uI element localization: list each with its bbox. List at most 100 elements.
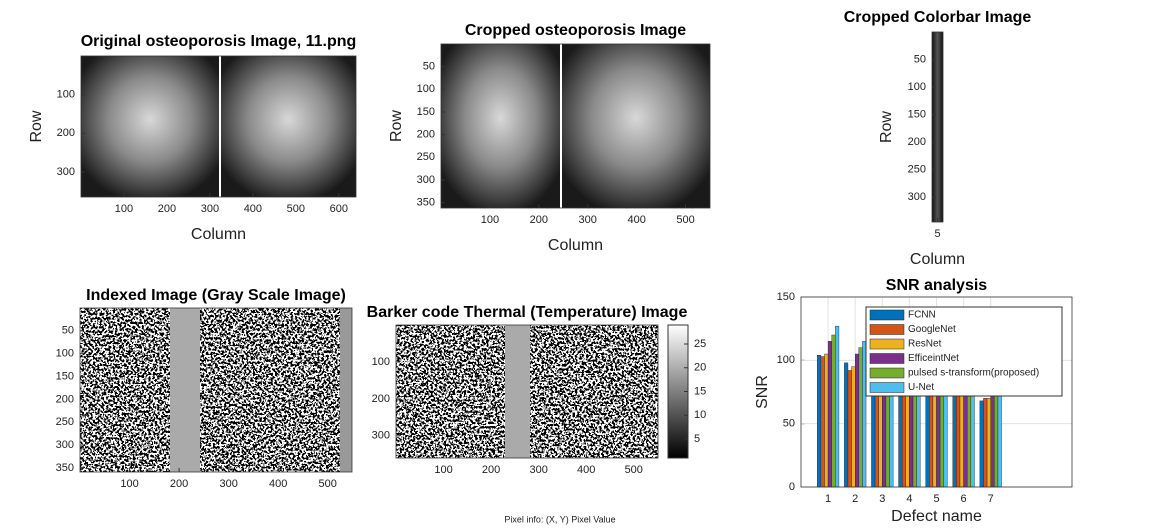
- xray-left: [441, 44, 560, 208]
- bar: [858, 347, 863, 488]
- bar: [820, 356, 825, 488]
- image-art: [80, 32, 943, 472]
- strip: [932, 32, 943, 222]
- colorbar-tick-label: 25: [694, 338, 706, 350]
- gray-band: [340, 308, 352, 472]
- x-tick-label: 500: [625, 464, 643, 476]
- x-tick-label: 500: [287, 203, 305, 215]
- x-tick-label: 6: [961, 493, 967, 505]
- x-tick-label: 100: [120, 478, 138, 490]
- bar: [997, 390, 1002, 488]
- axes-frame: [80, 55, 357, 198]
- bar: [824, 353, 829, 488]
- legend-label: EfficeintNet: [908, 353, 959, 364]
- y-tick-label: 150: [56, 370, 74, 382]
- y-tick-label: 200: [372, 393, 390, 405]
- axes-frame: [931, 31, 944, 223]
- bar: [952, 388, 957, 488]
- y-tick-label: 50: [914, 53, 926, 65]
- bar: [932, 384, 937, 488]
- bar: [901, 388, 906, 488]
- bar: [827, 341, 832, 488]
- legend-swatch: [869, 324, 905, 335]
- y-tick-label: 100: [777, 354, 795, 366]
- y-tick-label: 0: [789, 481, 795, 493]
- x-tick-label: 1: [825, 493, 831, 505]
- bar: [817, 355, 822, 488]
- y-tick-label: 350: [56, 462, 74, 474]
- x-tick-label: 300: [529, 464, 547, 476]
- x-tick-label: 100: [481, 214, 499, 226]
- x-tick-label: 300: [219, 478, 237, 490]
- y-tick-label: 300: [56, 439, 74, 451]
- bar: [956, 390, 961, 488]
- y-axis-label: Row: [878, 111, 895, 143]
- y-tick-label: 300: [372, 430, 390, 442]
- bar: [844, 362, 849, 488]
- axes-frame: [440, 43, 711, 209]
- x-tick-label: 400: [627, 214, 645, 226]
- y-axis-label: Row: [28, 110, 45, 142]
- x-axis-label: Column: [548, 237, 603, 254]
- bar: [994, 391, 999, 488]
- x-tick-label: 200: [158, 203, 176, 215]
- gray-band: [170, 308, 200, 472]
- colorbar-tick-label: 20: [694, 362, 706, 374]
- legend-swatch: [869, 338, 905, 350]
- legend-swatch: [869, 309, 905, 321]
- y-tick-label: 150: [908, 109, 926, 121]
- x-tick-label: 4: [906, 493, 912, 505]
- axes-frame: [800, 296, 1073, 488]
- y-tick-label: 100: [417, 83, 435, 95]
- legend-label: GoogleNet: [908, 324, 956, 335]
- y-tick-label: 200: [56, 393, 74, 405]
- x-tick-label: 3: [879, 493, 885, 505]
- y-tick-label: 350: [417, 196, 435, 208]
- gray-band: [505, 325, 530, 458]
- colorbar-tick-label: 15: [694, 385, 706, 397]
- x-axis-label: Defect name: [891, 508, 982, 525]
- legend-label: U-Net: [908, 382, 934, 393]
- y-axis-label: SNR: [754, 375, 771, 409]
- x-tick-label: 2: [852, 493, 858, 505]
- legend-label: ResNet: [908, 339, 942, 350]
- bar: [983, 398, 988, 488]
- x-tick-label: 400: [577, 464, 595, 476]
- x-axis-label: Column: [910, 251, 965, 268]
- y-tick-label: 50: [783, 418, 795, 430]
- bar: [847, 370, 852, 488]
- x-tick-label: 100: [115, 203, 133, 215]
- chart-title: Barker code Thermal (Temperature) Image: [367, 304, 688, 321]
- xray-right: [562, 44, 710, 208]
- x-tick-label: 500: [319, 478, 337, 490]
- bar: [855, 353, 860, 488]
- x-tick-label: 200: [482, 464, 500, 476]
- bar: [905, 385, 910, 488]
- legend-label: FCNN: [908, 310, 936, 321]
- y-tick-label: 300: [417, 174, 435, 186]
- y-tick-label: 100: [57, 89, 75, 101]
- chart-title: SNR analysis: [886, 277, 987, 294]
- bar: [851, 366, 856, 488]
- y-tick-label: 50: [423, 61, 435, 73]
- bar: [990, 393, 995, 488]
- y-tick-label: 200: [57, 127, 75, 139]
- xray-right: [221, 56, 356, 197]
- y-tick-label: 300: [908, 191, 926, 203]
- legend-label: pulsed s-transform(proposed): [908, 368, 1039, 379]
- bar: [835, 325, 840, 488]
- binary-image: [80, 308, 352, 472]
- y-tick-label: 200: [417, 129, 435, 141]
- x-axis-label: Column: [191, 226, 246, 243]
- x-tick-label: 400: [269, 478, 287, 490]
- y-tick-label: 150: [417, 106, 435, 118]
- x-tick-label: 200: [170, 478, 188, 490]
- x-tick-label: 600: [330, 203, 348, 215]
- chart-title: Cropped Colorbar Image: [844, 9, 1032, 26]
- y-tick-label: 250: [56, 416, 74, 428]
- legend-swatch: [869, 382, 905, 393]
- y-tick-label: 250: [908, 164, 926, 176]
- x-tick-label: 400: [244, 203, 262, 215]
- bar: [862, 341, 867, 488]
